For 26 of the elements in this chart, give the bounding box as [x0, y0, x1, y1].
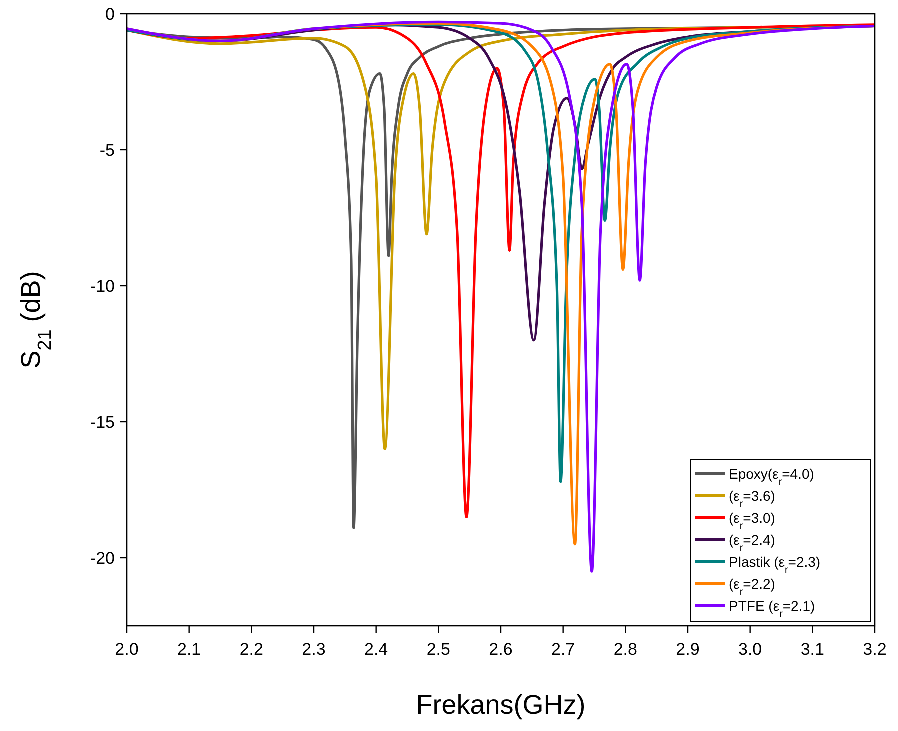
legend-label: (ε$_{r}$=3.6) [729, 488, 776, 510]
x-tick-label: 3.0 [738, 640, 762, 659]
x-tick-label: 3.1 [800, 640, 824, 659]
y-tick-label: -5 [100, 141, 115, 160]
x-tick-label: 2.3 [302, 640, 326, 659]
x-tick-label: 2.6 [489, 640, 513, 659]
x-tick-label: 2.8 [614, 640, 638, 659]
x-tick-label: 2.5 [426, 640, 450, 659]
y-tick-label: -15 [90, 413, 115, 432]
y-tick-label: 0 [106, 5, 115, 24]
y-tick-label: -10 [90, 277, 115, 296]
legend-label: (ε$_{r}$=2.4) [729, 532, 776, 554]
legend-label: Epoxy(ε$_{r}$=4.0) [729, 466, 814, 488]
x-tick-label: 2.4 [364, 640, 388, 659]
x-tick-label: 2.0 [115, 640, 139, 659]
legend-label: PTFE (ε$_{r}$=2.1) [729, 598, 816, 620]
y-tick-label: -20 [90, 549, 115, 568]
x-tick-label: 2.9 [676, 640, 700, 659]
x-tick-label: 2.2 [240, 640, 264, 659]
legend-label: (ε$_{r}$=2.2) [729, 576, 776, 598]
x-tick-label: 2.1 [178, 640, 202, 659]
x-tick-label: 3.2 [863, 640, 887, 659]
x-axis-title: Frekans(GHz) [416, 690, 586, 720]
x-tick-label: 2.7 [552, 640, 576, 659]
legend-label: (ε$_{r}$=3.0) [729, 510, 776, 532]
legend-label: Plastik (ε$_{r}$=2.3) [729, 554, 821, 576]
